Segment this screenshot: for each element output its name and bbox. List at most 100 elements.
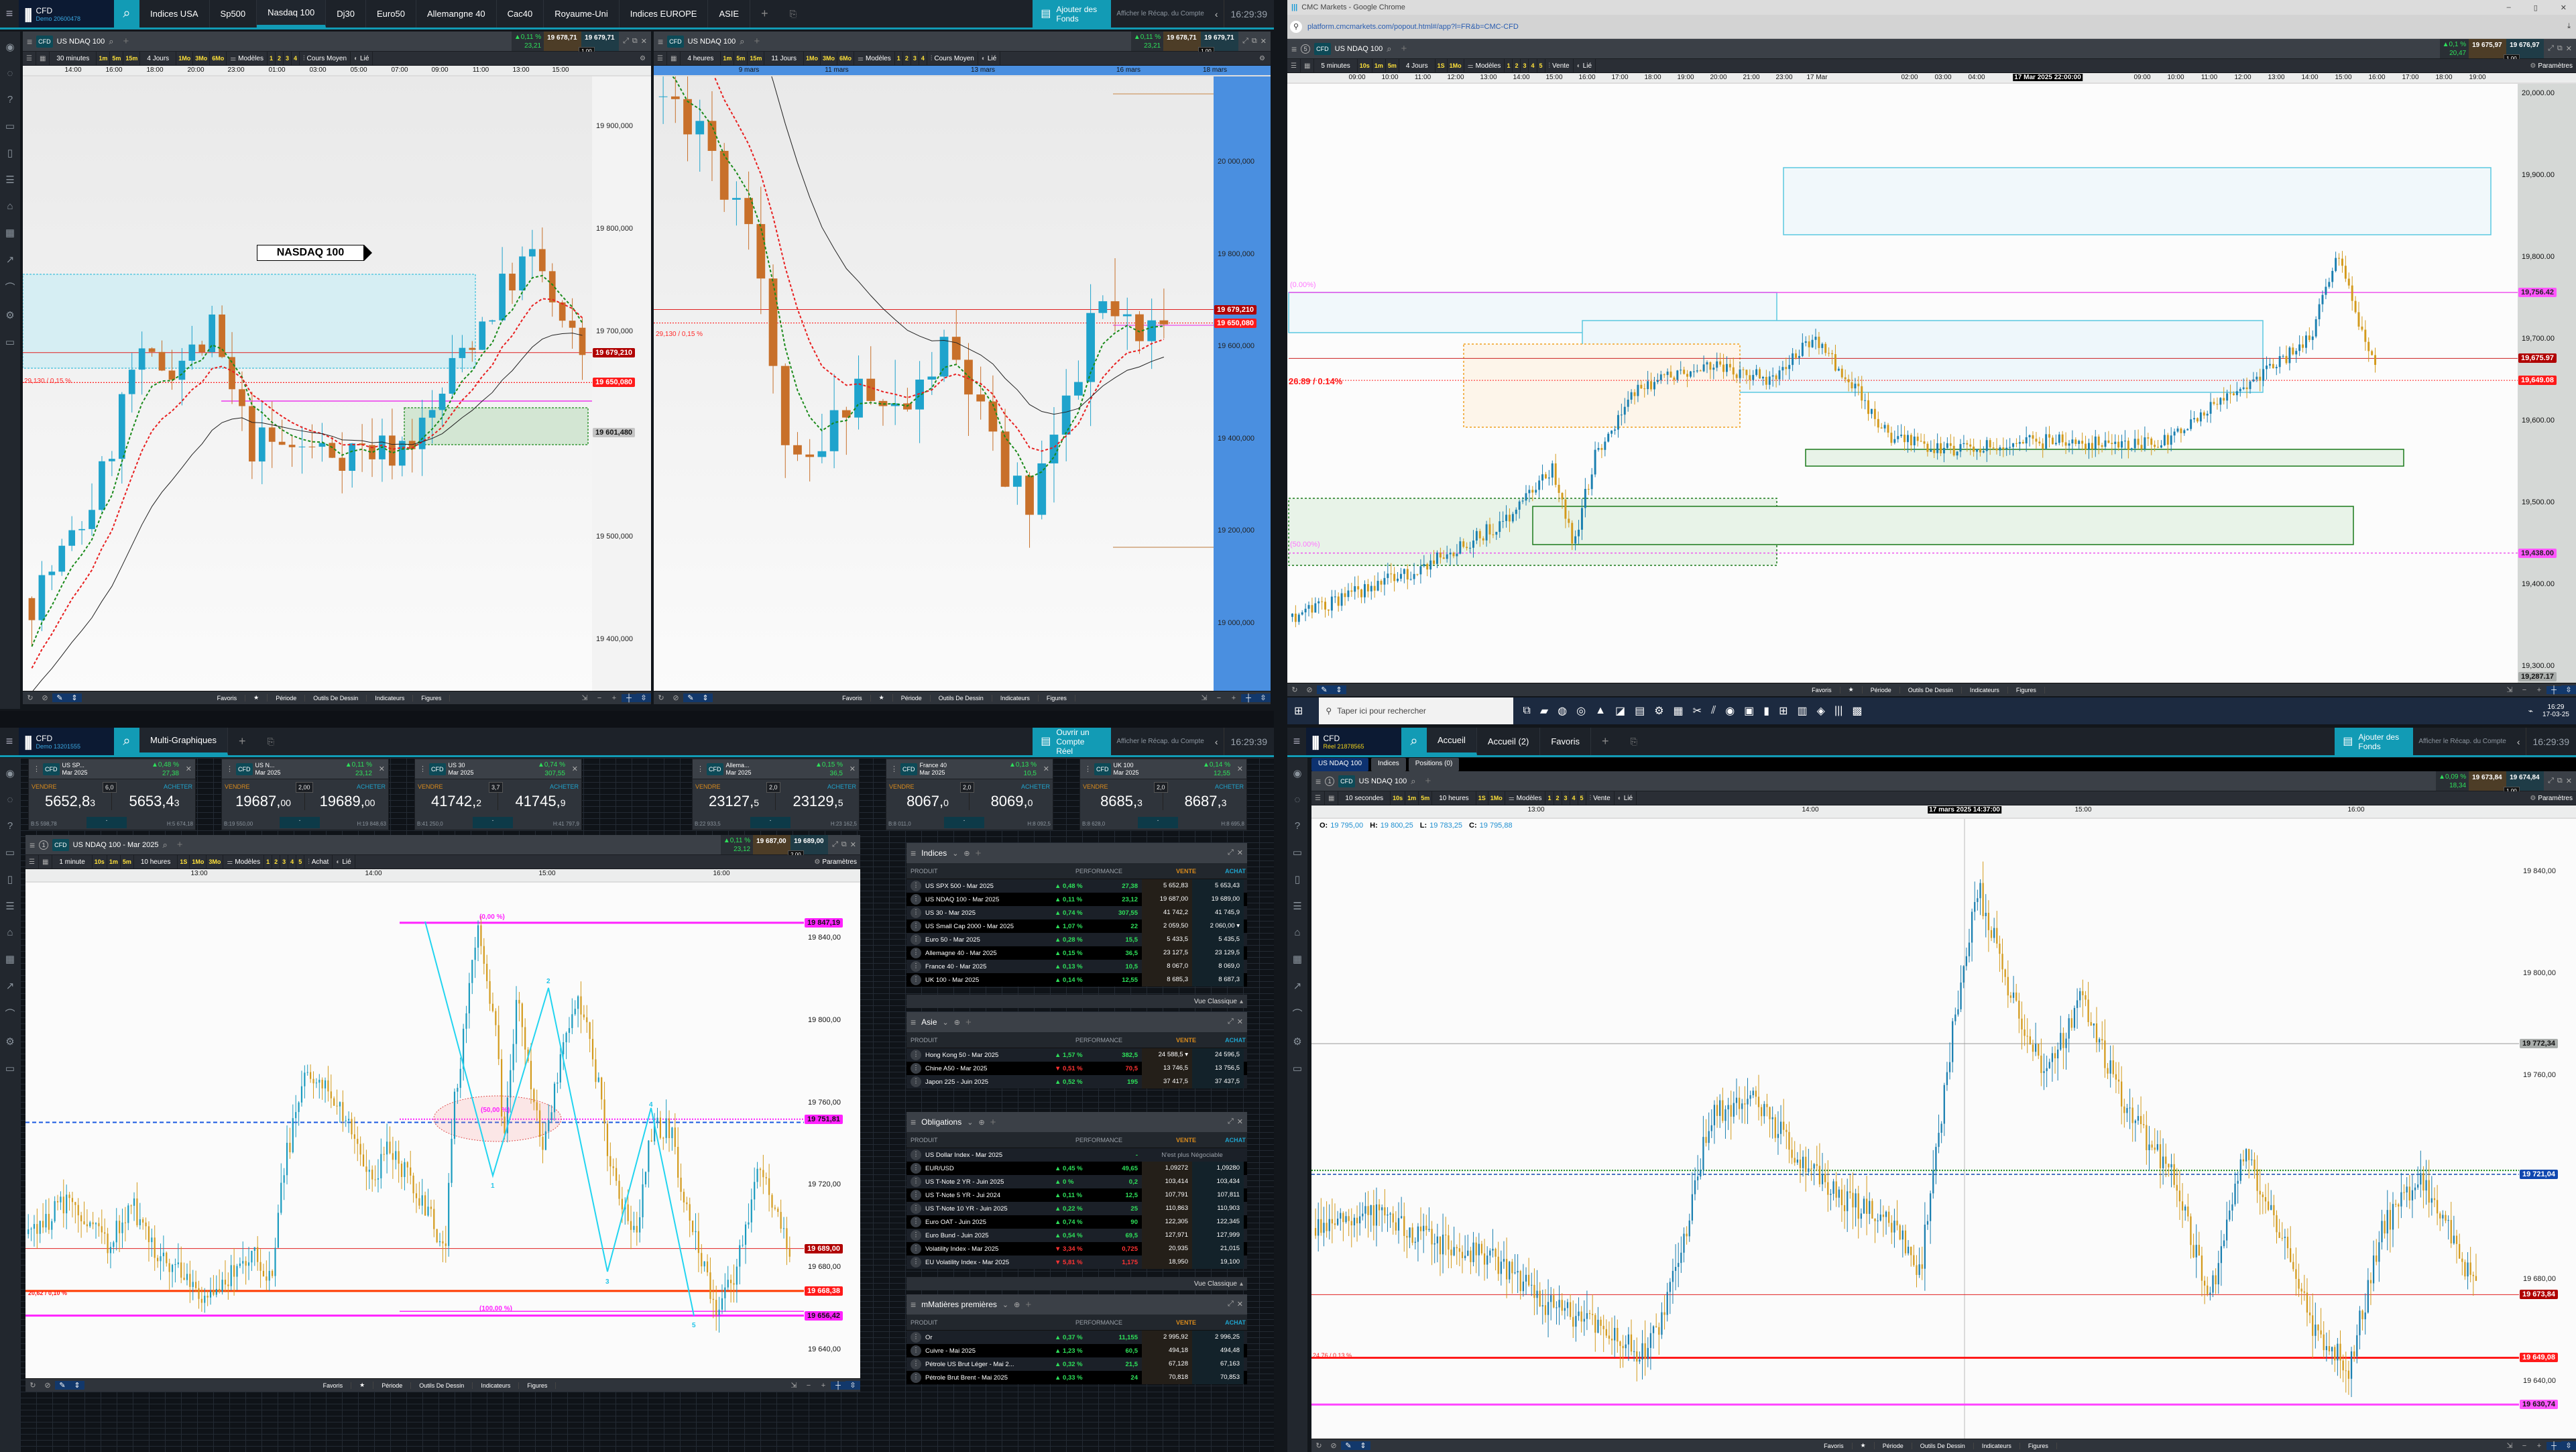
- url-field[interactable]: platform.cmcmarkets.com/popout.html#/app…: [1307, 22, 1519, 31]
- product-name[interactable]: US SPX 500 - Mar 2025: [925, 882, 994, 890]
- buy-price[interactable]: 8 069,0: [1192, 960, 1244, 973]
- watchlist-row[interactable]: ⋮ Euro 50 - Mar 2025 ▲ 0,28 % 15,5 5 433,5 5 …: [906, 933, 1247, 946]
- buy-price[interactable]: 19,100: [1192, 1255, 1244, 1269]
- row-menu-icon[interactable]: ⋮: [911, 1076, 921, 1087]
- watchlist-row[interactable]: ⋮ Pétrole Brut Brent - Mai 2025 ▲ 0,33 % 24…: [906, 1371, 1247, 1384]
- row-menu-icon[interactable]: ⋮: [911, 1359, 921, 1370]
- sell-price[interactable]: 67,128: [1142, 1357, 1192, 1371]
- drag-handle-icon[interactable]: ≡: [30, 839, 36, 850]
- product-name[interactable]: US NDAQ 100 - Mar 2025: [72, 840, 159, 849]
- watchlist-row[interactable]: ⋮ UK 100 - Mar 2025 ▲ 0,14 % 12,55 8 685,3 8 …: [906, 973, 1247, 987]
- zoom-out-icon[interactable]: −: [806, 1381, 811, 1390]
- interval-button[interactable]: 15m: [123, 52, 141, 65]
- sell-price[interactable]: 5 652,83: [1142, 879, 1192, 893]
- clear-icon[interactable]: ⊘: [1306, 686, 1313, 694]
- book-icon[interactable]: ▯: [7, 874, 13, 885]
- template-slot[interactable]: 5: [1578, 791, 1586, 805]
- product-name[interactable]: Pétrole US Brut Léger - Mai 2...: [925, 1360, 1014, 1368]
- drag-handle-icon[interactable]: ≡: [658, 36, 664, 47]
- col-performance[interactable]: PERFORMANCE: [1075, 1036, 1122, 1044]
- expand-icon[interactable]: ⤢: [1227, 848, 1234, 856]
- watchlist-row[interactable]: ⋮ US NDAQ 100 - Mar 2025 ▲ 0,11 % 23,12 19 6…: [906, 893, 1247, 906]
- product-name[interactable]: US 30 - Mar 2025: [925, 909, 976, 917]
- quantity-field[interactable]: ·: [750, 817, 791, 828]
- account-switcher[interactable]: ||| CFD Réel 21878565: [1306, 728, 1401, 755]
- chart-menu-1[interactable]: Période: [893, 694, 931, 702]
- collapse-chevron-icon[interactable]: ‹: [1214, 8, 1218, 19]
- sell-button[interactable]: 23127,5: [693, 793, 776, 810]
- chrome-icon[interactable]: ◎: [1576, 706, 1586, 717]
- zoom-out-icon[interactable]: −: [2522, 685, 2527, 694]
- range-button[interactable]: 1S: [1436, 59, 1448, 72]
- maximize-icon[interactable]: ⤢: [1242, 37, 1248, 45]
- quantity-field[interactable]: ·: [473, 817, 513, 828]
- close-icon[interactable]: ✕: [2565, 777, 2572, 785]
- chart-menu-0[interactable]: Favoris: [315, 1382, 352, 1389]
- discord-icon[interactable]: ◉: [1725, 706, 1735, 717]
- range-selector[interactable]: 10 heures: [134, 855, 178, 869]
- maximize-icon[interactable]: ⤢: [2548, 777, 2554, 785]
- range-selector[interactable]: 4 Jours: [140, 52, 177, 65]
- zoom-in-icon[interactable]: +: [821, 1381, 826, 1390]
- link-button[interactable]: ◐ Lié: [1574, 59, 1596, 72]
- add-icon[interactable]: +: [975, 847, 982, 859]
- buy-button[interactable]: 19689,00: [306, 793, 389, 810]
- workspace-tab[interactable]: Allemangne 40: [416, 0, 497, 27]
- sell-price[interactable]: 494,18: [1142, 1344, 1192, 1357]
- sell-price[interactable]: 1,09272: [1142, 1162, 1192, 1175]
- link-button[interactable]: ◐ Lié: [1615, 791, 1637, 805]
- chart-area[interactable]: [25, 883, 804, 1378]
- watchlist-row[interactable]: ⋮ France 40 - Mar 2025 ▲ 0,13 % 10,5 8 067,0…: [906, 960, 1247, 973]
- models-button[interactable]: ⚌ Modèles: [227, 52, 268, 65]
- cmc-icon[interactable]: |||: [1834, 705, 1843, 716]
- interval-button[interactable]: 1m: [97, 52, 111, 65]
- chart-menu-4[interactable]: Figures: [519, 1382, 557, 1389]
- period-selector[interactable]: 30 minutes: [50, 52, 97, 65]
- support-icon[interactable]: ◌: [1294, 794, 1301, 805]
- sell-button[interactable]: 8067,0: [886, 793, 970, 810]
- list-menu-icon[interactable]: ≡: [911, 848, 917, 858]
- row-menu-icon[interactable]: ⋮: [911, 1190, 921, 1200]
- pencil-icon[interactable]: ✎: [52, 693, 67, 702]
- task-view-icon[interactable]: ⧉: [1523, 705, 1531, 716]
- help-icon[interactable]: ?: [7, 94, 13, 105]
- buy-price[interactable]: 24 596,5: [1192, 1048, 1244, 1062]
- chart-list-icon[interactable]: ☰: [1287, 59, 1301, 72]
- notepad-icon[interactable]: ▤: [1635, 706, 1645, 717]
- sell-price[interactable]: 127,971: [1142, 1229, 1192, 1242]
- template-slot[interactable]: 1: [895, 52, 903, 65]
- chart-menu-0[interactable]: Favoris: [209, 694, 246, 702]
- template-slot[interactable]: 1: [1545, 791, 1554, 805]
- watchlist-row[interactable]: ⋮ US T-Note 2 YR - Juin 2025 ▲ 0 % 0,2 103,4…: [906, 1175, 1247, 1188]
- workspace-tab[interactable]: ASIE: [708, 0, 751, 27]
- sell-price[interactable]: 70,818: [1142, 1371, 1192, 1384]
- chart-menu-3[interactable]: Indicateurs: [992, 694, 1039, 702]
- close-icon[interactable]: ✕: [378, 765, 385, 773]
- sell-price[interactable]: 107,791: [1142, 1188, 1192, 1202]
- crosshair-icon[interactable]: ┼: [622, 693, 637, 702]
- popout-icon[interactable]: ⧉: [2557, 777, 2563, 785]
- close-icon[interactable]: ✕: [1260, 38, 1267, 46]
- clear-icon[interactable]: ⊘: [672, 694, 679, 702]
- link-button[interactable]: ◐ Lié: [978, 52, 1001, 65]
- watchlist-row[interactable]: ⋮ Hong Kong 50 - Mar 2025 ▲ 1,57 % 382,5 24 …: [906, 1048, 1247, 1062]
- scale-icon[interactable]: ⇳: [845, 1381, 861, 1390]
- workspace-tab[interactable]: Favoris: [1540, 728, 1591, 755]
- chart-menu-4[interactable]: Figures: [2008, 686, 2045, 693]
- buy-price[interactable]: 21,015: [1192, 1242, 1244, 1255]
- user-icon[interactable]: ◉: [5, 768, 15, 779]
- wallet-icon[interactable]: ▭: [1292, 847, 1303, 858]
- template-slot[interactable]: 2: [903, 52, 911, 65]
- product-name[interactable]: Allemagne 40 - Mar 2025: [925, 949, 997, 957]
- chart-menu-3[interactable]: Indicateurs: [473, 1382, 520, 1389]
- product-name[interactable]: US NDAQ 100: [1358, 777, 1407, 785]
- template-slot[interactable]: 5: [296, 855, 305, 869]
- move-icon[interactable]: ⇕: [67, 693, 82, 702]
- product-name[interactable]: US Dollar Index - Mar 2025: [925, 1151, 1003, 1159]
- sub-tab[interactable]: Indices: [1371, 758, 1406, 771]
- add-product-icon[interactable]: +: [176, 839, 183, 850]
- list-menu-icon[interactable]: ≡: [911, 1017, 917, 1027]
- range-button[interactable]: 1Mo: [176, 52, 194, 65]
- layout-icon[interactable]: ▦: [36, 52, 50, 65]
- settings-button[interactable]: ⚙ Paramètres: [811, 855, 860, 869]
